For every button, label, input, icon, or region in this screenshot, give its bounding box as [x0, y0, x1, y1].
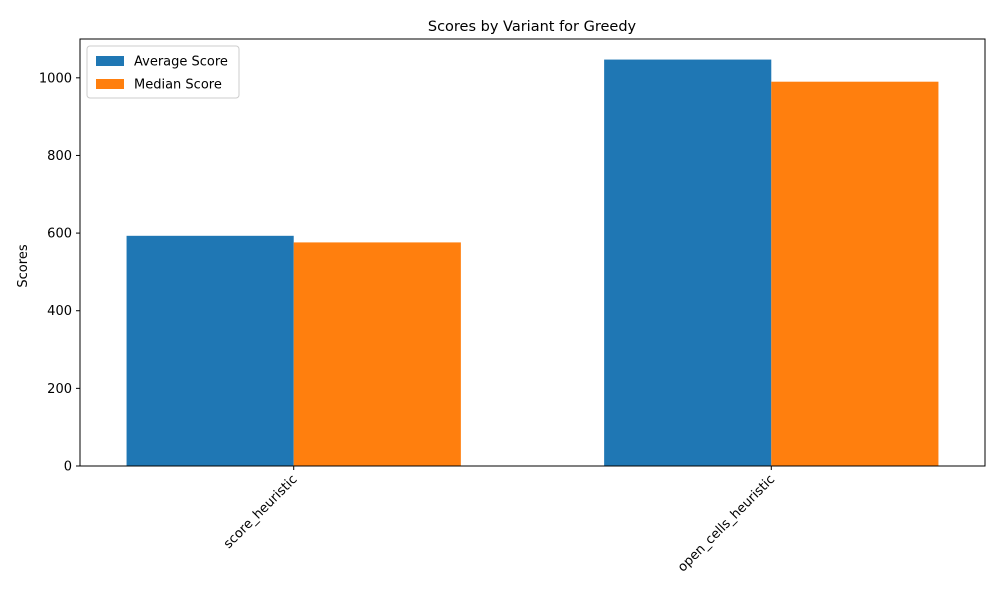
bar-average-score-open-cells-heuristic — [604, 59, 772, 466]
x-tick-label: score_heuristic — [221, 472, 301, 552]
bar-median-score-open-cells-heuristic — [771, 81, 939, 466]
y-tick-label: 0 — [64, 460, 72, 475]
x-tick-label: open_cells_heuristic — [675, 472, 778, 575]
bars-layer — [126, 59, 939, 466]
legend-label: Median Score — [134, 78, 222, 93]
legend-swatch — [96, 79, 124, 89]
y-axis-title: Scores — [16, 244, 31, 287]
bar-average-score-score-heuristic — [126, 235, 294, 466]
legend-label: Average Score — [134, 55, 228, 70]
plot-frame — [79, 38, 986, 467]
y-tick-label: 800 — [47, 149, 72, 164]
chart-title: Scores by Variant for Greedy — [428, 19, 637, 35]
legend: Average Score Median Score — [86, 45, 240, 99]
y-tick-label: 600 — [47, 227, 72, 242]
y-tick-label: 1000 — [39, 71, 72, 86]
legend-swatch — [96, 56, 124, 66]
y-tick-label: 400 — [47, 304, 72, 319]
y-tick-label: 200 — [47, 382, 72, 397]
legend-box — [86, 45, 240, 99]
bar-median-score-score-heuristic — [293, 242, 461, 466]
